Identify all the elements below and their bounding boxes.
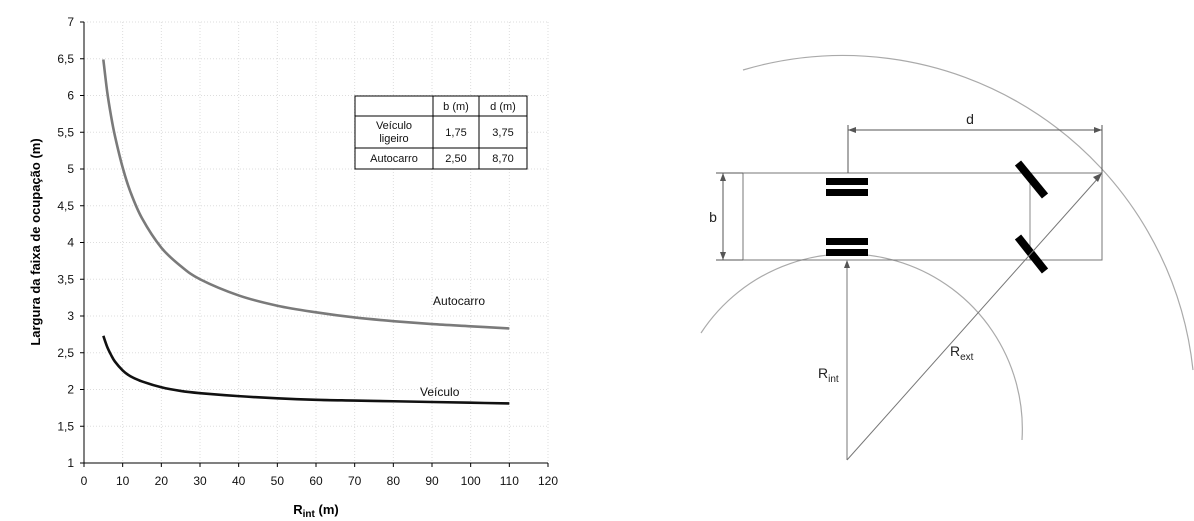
x-tick-label: 10	[116, 474, 130, 488]
table-cell-b: 2,50	[445, 153, 466, 165]
y-tick-label: 3	[67, 309, 74, 323]
x-tick-label: 40	[232, 474, 246, 488]
y-tick-label: 2,5	[57, 346, 74, 360]
x-tick-label: 120	[538, 474, 558, 488]
y-tick-label: 3,5	[57, 272, 74, 286]
table-row-label: Veículo	[376, 120, 412, 132]
series-line-autocarro	[102, 59, 510, 330]
arrowhead	[1093, 173, 1102, 182]
x-tick-label: 30	[193, 474, 207, 488]
table-header-b: b (m)	[443, 101, 469, 113]
chart: 0 10 20 30 40 50 60 70 80 90 100 110 120 1 1,5 2 2,5 3 3,…	[28, 15, 558, 520]
y-tick-label: 2	[67, 383, 74, 397]
y-tick-label: 4	[67, 236, 74, 250]
table-row-label: Autocarro	[370, 153, 418, 165]
y-tick-label: 5	[67, 162, 74, 176]
radius-ext-line	[846, 175, 1101, 461]
arrowhead	[720, 173, 726, 181]
series-label: Autocarro	[433, 294, 485, 308]
arrowhead	[1094, 127, 1102, 133]
table-cell-b: 1,75	[445, 127, 466, 139]
front-wheel-top	[1014, 160, 1049, 199]
radius-ext-label: Rext	[950, 343, 974, 363]
turning-diagram: d b Rint Rext	[700, 54, 1194, 461]
x-tick-label: 0	[81, 474, 88, 488]
x-tick-label: 80	[387, 474, 401, 488]
arrowhead	[720, 252, 726, 260]
y-tick-label: 7	[67, 15, 74, 29]
table-cell-d: 3,75	[492, 127, 513, 139]
y-tick-label: 6	[67, 89, 74, 103]
y-tick-label: 1	[67, 456, 74, 470]
dimensions-table: b (m) d (m) Veículo ligeiro 1,75 3,75 Au…	[354, 95, 528, 170]
x-tick-label: 70	[348, 474, 362, 488]
dimension-d-label: d	[966, 111, 974, 127]
x-tick-label: 60	[309, 474, 323, 488]
outer-arc	[742, 54, 1194, 371]
y-axis-ticks: 1 1,5 2 2,5 3 3,5 4 4,5 5 5,5 6 6,5 7	[57, 15, 84, 470]
inner-arc	[700, 253, 1023, 441]
series-labels: Autocarro Veículo	[420, 294, 485, 399]
series-line-veículo	[102, 335, 510, 405]
table-row-label: ligeiro	[379, 133, 408, 145]
y-axis-title: Largura da faixa de ocupação (m)	[28, 138, 43, 345]
front-wheel-bottom	[1014, 234, 1049, 274]
table-cell-d: 8,70	[492, 153, 513, 165]
grid-horizontal	[84, 21, 548, 427]
table-header-d: d (m)	[490, 101, 516, 113]
dimension-b-label: b	[709, 209, 717, 225]
y-tick-label: 4,5	[57, 199, 74, 213]
y-tick-label: 5,5	[57, 125, 74, 139]
x-tick-label: 110	[500, 474, 519, 488]
y-tick-label: 6,5	[57, 52, 74, 66]
series-label: Veículo	[420, 385, 460, 399]
x-axis-ticks: 0 10 20 30 40 50 60 70 80 90 100 110 120	[81, 463, 558, 488]
x-tick-label: 90	[425, 474, 439, 488]
series-lines	[102, 59, 510, 405]
arrowhead	[844, 260, 850, 268]
arrowhead	[848, 127, 856, 133]
x-tick-label: 20	[155, 474, 169, 488]
rear-wheel-bottom	[826, 238, 868, 256]
rear-wheel-top	[826, 178, 868, 196]
x-axis-title: Rint (m)	[293, 502, 338, 520]
y-tick-label: 1,5	[57, 419, 74, 433]
x-tick-label: 50	[271, 474, 285, 488]
x-tick-label: 100	[461, 474, 481, 488]
vehicle-outline	[742, 172, 1103, 261]
radius-int-label: Rint	[818, 365, 839, 385]
